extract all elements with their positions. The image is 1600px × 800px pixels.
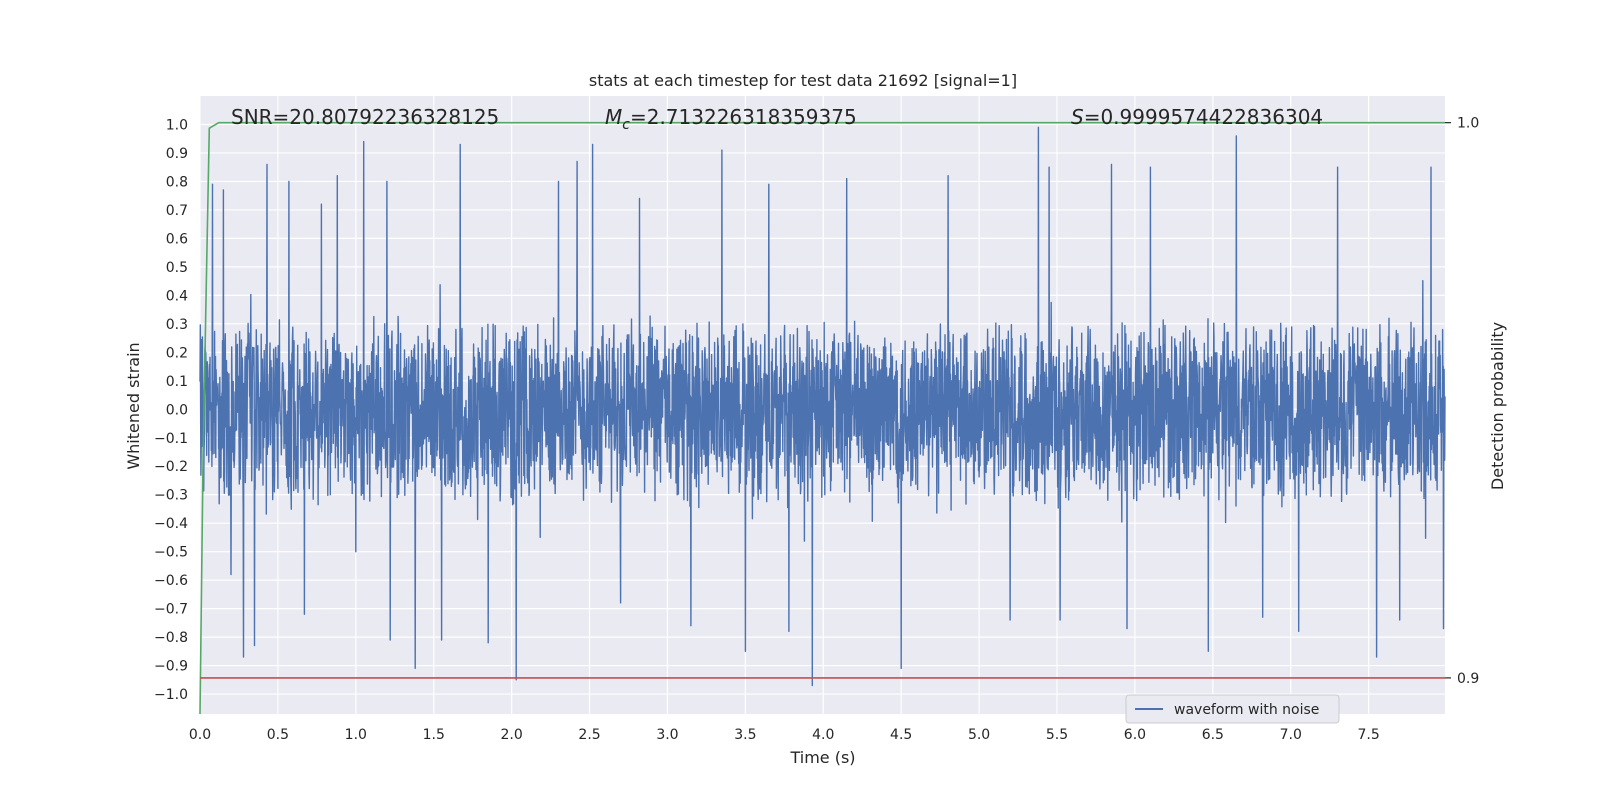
x-tick-label: 4.5 xyxy=(890,727,912,743)
y-tick-label: −0.7 xyxy=(154,602,188,618)
x-tick-label: 4.0 xyxy=(812,727,834,743)
x-tick-label: 7.0 xyxy=(1280,727,1302,743)
y-tick-label: 0.0 xyxy=(166,402,188,418)
x-ticks: 0.0 0.5 1.0 1.5 2.0 2.5 3.0 3.5 4.0 4.5 5.0 5.5 6.0 6… xyxy=(189,727,1380,743)
y-tick-label: 0.6 xyxy=(166,231,188,247)
y-tick-label: 0.3 xyxy=(166,317,188,333)
x-tick-label: 6.0 xyxy=(1124,727,1146,743)
x-tick-label: 7.5 xyxy=(1358,727,1380,743)
series-waveform-line xyxy=(199,126,1446,687)
y-tick-label: −0.2 xyxy=(154,459,188,475)
x-tick-label: 2.5 xyxy=(578,727,600,743)
y-tick-label: −0.8 xyxy=(154,630,188,646)
y2-axis-label: Detection probability xyxy=(1488,322,1507,490)
y-tick-label: 0.1 xyxy=(166,374,188,390)
x-tick-label: 3.5 xyxy=(734,727,756,743)
y-tick-label: −0.9 xyxy=(154,659,188,675)
chirp-mass-value: =2.713226318359375 xyxy=(630,105,857,129)
x-tick-label: 1.5 xyxy=(423,727,445,743)
y-tick-label: 0.7 xyxy=(166,203,188,219)
snr-annotation: SNR=20.80792236328125 xyxy=(231,105,499,129)
x-tick-label: 2.0 xyxy=(501,727,523,743)
y-tick-label: −1.0 xyxy=(154,687,188,703)
score-symbol: S xyxy=(1071,105,1084,129)
legend-label-waveform: waveform with noise xyxy=(1174,702,1319,718)
x-tick-label: 5.5 xyxy=(1046,727,1068,743)
y-tick-label: −0.6 xyxy=(154,573,188,589)
y-tick-label: 0.5 xyxy=(166,260,188,276)
y-tick-label: 0.9 xyxy=(166,146,188,162)
score-value: =0.9999574422836304 xyxy=(1084,105,1323,129)
series-layer xyxy=(199,121,1446,715)
y-tick-label: −0.4 xyxy=(154,516,188,532)
y-tick-label: 0.8 xyxy=(166,174,188,190)
chirp-mass-subscript: c xyxy=(622,117,630,133)
x-tick-label: 1.0 xyxy=(345,727,367,743)
x-tick-label: 6.5 xyxy=(1202,727,1224,743)
x-tick-label: 3.0 xyxy=(656,727,678,743)
x-axis-label: Time (s) xyxy=(789,748,855,767)
y-ticks: 1.0 0.9 0.8 0.7 0.6 0.5 0.4 0.3 0.2 0.1 0.0 −0.1 −0.… xyxy=(154,117,188,703)
y2-tick-label: 1.0 xyxy=(1457,116,1479,132)
x-tick-label: 0.5 xyxy=(267,727,289,743)
series-detection-probability-line xyxy=(199,121,1445,715)
legend: waveform with noise xyxy=(1125,694,1340,724)
score-annotation: S=0.9999574422836304 xyxy=(1071,105,1323,129)
y-tick-label: −0.3 xyxy=(154,488,188,504)
y-axis-label: Whitened strain xyxy=(124,342,143,469)
legend-box xyxy=(1125,694,1340,724)
y2-tick-label: 0.9 xyxy=(1457,671,1479,687)
x-tick-label: 0.0 xyxy=(189,727,211,743)
y-tick-label: −0.1 xyxy=(154,431,188,447)
chirp-mass-annotation: Mc=2.713226318359375 xyxy=(605,105,857,133)
y-tick-label: 1.0 xyxy=(166,117,188,133)
y2-ticks: 1.0 0.9 xyxy=(1445,116,1479,687)
chart-title: stats at each timestep for test data 216… xyxy=(589,71,1017,90)
chirp-mass-symbol: M xyxy=(605,105,622,129)
y-tick-label: −0.5 xyxy=(154,545,188,561)
y-tick-label: 0.2 xyxy=(166,345,188,361)
y-tick-label: 0.4 xyxy=(166,288,188,304)
x-tick-label: 5.0 xyxy=(968,727,990,743)
